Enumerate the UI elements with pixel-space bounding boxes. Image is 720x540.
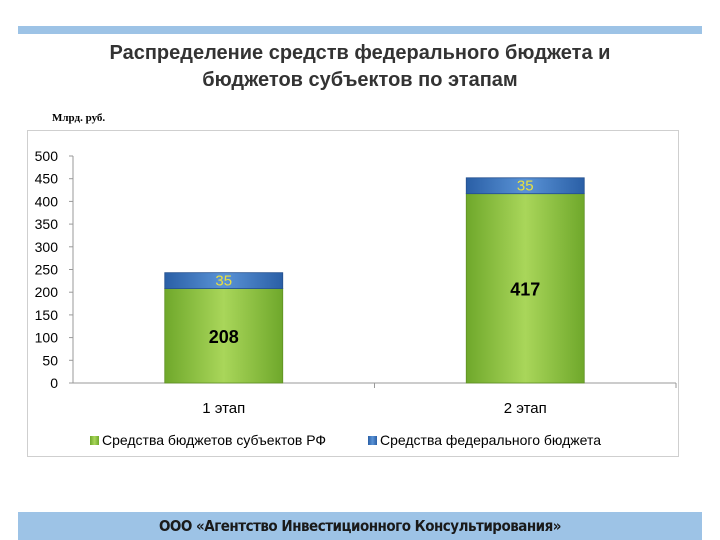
unit-label: Млрд. руб. bbox=[52, 112, 106, 124]
y-tick-label: 500 bbox=[35, 148, 59, 164]
y-tick-label: 450 bbox=[35, 171, 59, 187]
top-accent-bar bbox=[18, 26, 702, 34]
bar-value-label: 35 bbox=[215, 273, 232, 290]
bar-segment bbox=[164, 272, 284, 289]
y-tick-label: 100 bbox=[35, 330, 59, 346]
bar-value-label: 417 bbox=[510, 279, 540, 299]
bar-value-label: 208 bbox=[209, 327, 239, 347]
bar-segment bbox=[465, 193, 585, 384]
y-tick-label: 0 bbox=[50, 375, 58, 391]
y-tick-label: 200 bbox=[35, 284, 59, 300]
y-tick-label: 50 bbox=[42, 352, 58, 368]
y-tick-label: 400 bbox=[35, 193, 59, 209]
footer-bar: ООО «Агентство Инвестиционного Консульти… bbox=[18, 512, 702, 540]
y-tick-label: 150 bbox=[35, 307, 59, 323]
chart-frame: 0 50 100 150 200 250 300 350 400 450 500 208 35 1 эта… bbox=[27, 130, 679, 457]
bar-value-label: 35 bbox=[517, 178, 534, 195]
title-line-1: Распределение средств федерального бюдже… bbox=[109, 42, 611, 64]
bar-segment bbox=[465, 177, 585, 195]
legend-label: Средства бюджетов субъектов РФ bbox=[102, 432, 326, 448]
slide-title: Распределение средств федерального бюдже… bbox=[40, 40, 680, 94]
y-tick-label: 300 bbox=[35, 239, 59, 255]
legend-swatch bbox=[90, 436, 99, 445]
y-tick-label: 350 bbox=[35, 216, 59, 232]
y-tick-label: 250 bbox=[35, 262, 59, 278]
legend-label: Средства федерального бюджета bbox=[380, 432, 601, 448]
title-line-2: бюджетов субъектов по этапам bbox=[202, 69, 518, 91]
footer-company-name: ООО «Агентство Инвестиционного Консульти… bbox=[158, 517, 562, 535]
x-category-label: 1 этап bbox=[202, 400, 245, 417]
stacked-bar-chart: 0 50 100 150 200 250 300 350 400 450 500 208 35 1 эта… bbox=[35, 148, 677, 448]
bar-segment bbox=[164, 288, 284, 384]
x-category-label: 2 этап bbox=[504, 400, 547, 417]
legend-swatch bbox=[368, 436, 377, 445]
